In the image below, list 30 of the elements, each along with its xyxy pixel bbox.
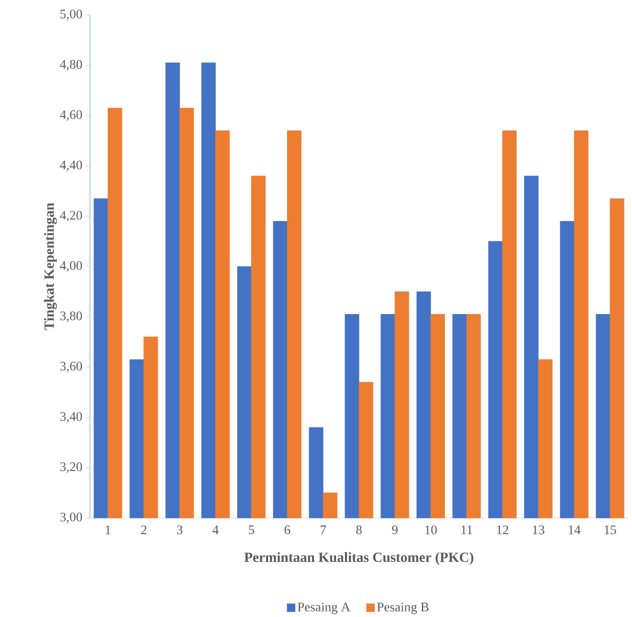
x-tick-label: 14 (568, 526, 581, 534)
y-tick-label: 4,40 (60, 160, 82, 172)
y-tick-label: 3,00 (60, 512, 82, 524)
x-tick-label: 2 (141, 526, 146, 534)
x-tick-label: 7 (320, 526, 326, 534)
x-tick-label: 10 (425, 526, 437, 534)
y-tick-label: 3,80 (60, 311, 82, 322)
x-tick-label: 13 (532, 526, 544, 534)
x-tick-label: 9 (392, 526, 398, 534)
x-tick-label: 6 (284, 526, 290, 534)
x-tick-label: 12 (497, 526, 508, 534)
y-tick-label: 3,20 (60, 462, 82, 474)
y-tick-label: 4,60 (60, 110, 82, 121)
x-tick-label: 5 (248, 526, 254, 534)
y-tick-label: 3,60 (60, 362, 82, 372)
x-tick-label: 4 (212, 526, 219, 534)
x-tick-label: 3 (177, 526, 182, 534)
legend-label: Pesaing B (377, 602, 428, 614)
y-tick-label: 4,00 (60, 261, 82, 272)
x-tick-label: 8 (356, 526, 362, 534)
x-axis-title: Permintaan Kualitas Customer (PKC) (244, 552, 474, 565)
x-tick-label: 1 (106, 526, 110, 534)
y-tick-label: 4,20 (60, 210, 82, 222)
y-tick-label: 5,00 (60, 10, 82, 20)
x-tick-label: 15 (604, 526, 616, 534)
x-tick-label: 11 (461, 526, 472, 534)
y-tick-label: 3,40 (60, 412, 82, 423)
legend-label: Pesaing A (298, 602, 350, 614)
y-axis-title: Tingkat Kepentingan (44, 202, 57, 330)
y-tick-label: 4,80 (60, 60, 82, 71)
